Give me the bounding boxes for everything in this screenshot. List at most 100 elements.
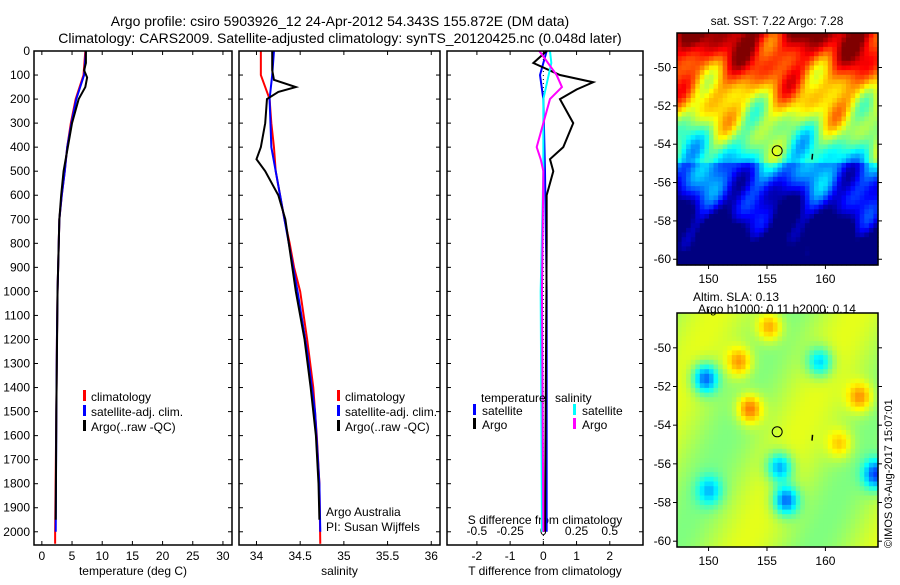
map-cell <box>704 93 710 99</box>
map-cell <box>846 495 852 501</box>
map-cell <box>868 37 875 43</box>
map-cell <box>704 246 710 252</box>
map-cell <box>823 317 829 323</box>
map-cell <box>722 167 728 173</box>
map-cell <box>727 453 733 459</box>
map-cell <box>695 458 701 464</box>
map-cell <box>841 172 847 178</box>
map-cell <box>836 359 843 366</box>
map-cell <box>768 504 774 511</box>
map-cell <box>786 181 792 187</box>
map-cell <box>841 158 847 164</box>
map-cell <box>841 65 847 71</box>
map-cell <box>713 378 719 384</box>
map-cell <box>818 444 824 450</box>
map-cell <box>677 121 683 127</box>
map-cell <box>814 65 820 71</box>
map-cell <box>686 355 692 361</box>
map-cell <box>846 401 852 408</box>
map-cell <box>864 523 870 529</box>
map-cell <box>713 434 719 440</box>
map-cell <box>777 364 783 370</box>
map-cell <box>855 46 861 53</box>
map-cell <box>809 486 815 492</box>
map-cell <box>699 135 705 141</box>
map-cell <box>699 397 705 403</box>
map-cell <box>681 251 687 257</box>
map-cell <box>709 411 715 417</box>
map-cell <box>681 472 687 478</box>
map-cell <box>713 481 719 487</box>
map-cell <box>832 200 838 206</box>
map-cell <box>800 411 806 417</box>
map-cell <box>718 467 724 473</box>
map-cell <box>809 322 815 328</box>
map-cell <box>681 88 687 94</box>
map-cell <box>768 444 774 450</box>
map-cell <box>772 481 779 487</box>
map-cell <box>709 537 715 543</box>
map-cell <box>690 350 696 356</box>
map-cell <box>850 537 856 543</box>
map-cell <box>695 84 701 90</box>
map-cell <box>686 186 692 192</box>
map-cell <box>777 237 783 243</box>
map-cell <box>759 74 765 80</box>
map-cell <box>704 218 710 224</box>
map-cell <box>768 204 774 210</box>
map-cell <box>709 336 715 342</box>
map-cell <box>709 359 715 366</box>
map-cell <box>722 476 728 483</box>
map-cell <box>804 149 811 155</box>
map-cell <box>772 255 779 261</box>
map-cell <box>741 317 747 323</box>
map-cell <box>859 359 865 366</box>
map-cell <box>823 341 829 347</box>
map-cell <box>836 98 843 104</box>
map-cell <box>727 355 733 361</box>
map-cell <box>745 130 751 136</box>
map-cell <box>850 425 856 431</box>
map-cell <box>782 518 788 525</box>
map-cell <box>868 420 875 426</box>
map-cell <box>722 60 728 66</box>
map-cell <box>818 331 824 337</box>
map-cell <box>722 500 728 506</box>
map-cell <box>836 33 843 39</box>
map-cell <box>823 111 829 118</box>
map-cell <box>846 327 852 333</box>
map-cell <box>859 74 865 80</box>
map-cell <box>736 241 742 247</box>
map-cell <box>832 542 838 548</box>
map-cell <box>804 255 811 261</box>
map-cell <box>745 523 751 529</box>
map-cell <box>727 70 733 76</box>
map-cell <box>727 317 733 323</box>
map-cell <box>791 130 797 136</box>
map-cell <box>864 495 870 501</box>
map-cell <box>814 444 820 450</box>
map-cell <box>718 504 724 511</box>
map-cell <box>823 313 829 319</box>
map-cell <box>677 350 683 356</box>
map-cell <box>841 56 847 62</box>
map-cell <box>804 172 811 178</box>
map-cell <box>800 313 806 319</box>
map-cell <box>736 327 742 333</box>
map-cell <box>709 458 715 464</box>
map-cell <box>763 425 769 431</box>
map-cell <box>681 214 687 220</box>
map-cell <box>777 186 783 192</box>
map-cell <box>823 167 829 173</box>
map-cell <box>699 542 705 548</box>
map-cell <box>690 144 696 150</box>
map-cell <box>846 467 852 473</box>
map-cell <box>741 218 747 224</box>
map-cell <box>713 121 719 127</box>
map-cell <box>841 327 847 333</box>
map-cell <box>741 190 747 196</box>
map-cell <box>677 523 683 529</box>
map-cell <box>768 176 774 182</box>
map-cell <box>859 378 865 384</box>
map-cell <box>741 195 747 201</box>
